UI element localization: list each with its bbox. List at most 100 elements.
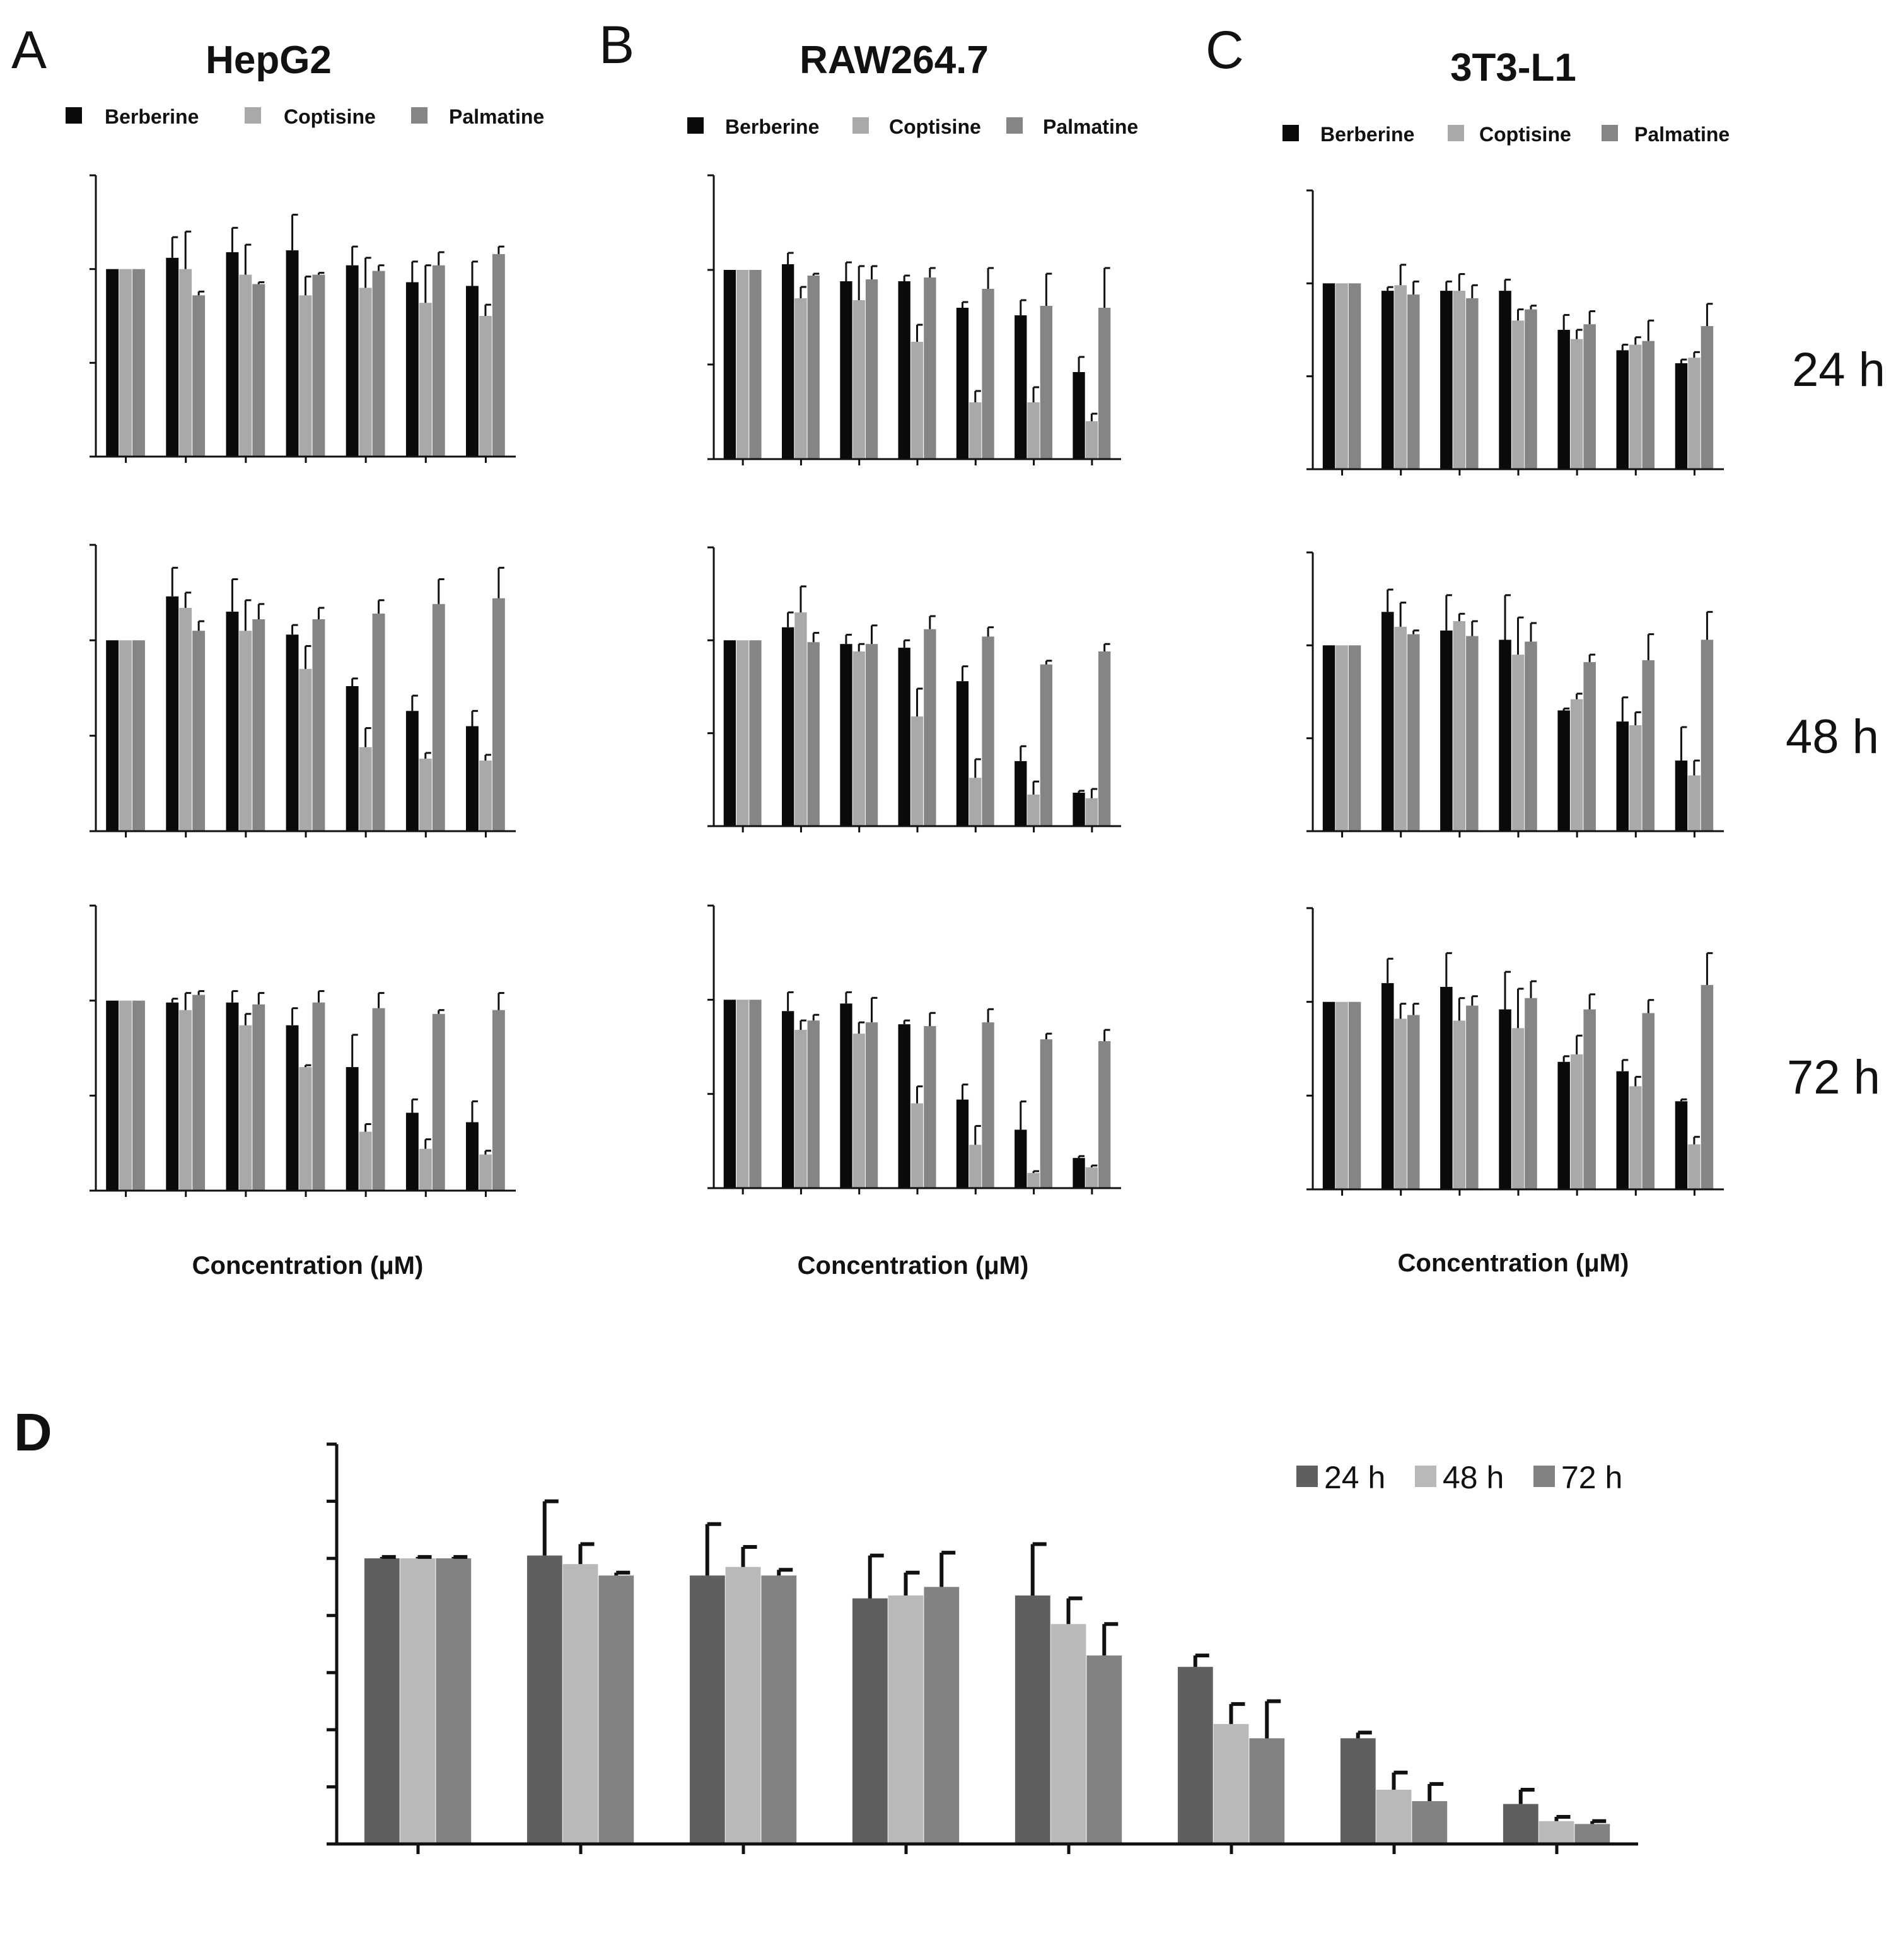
chart-b-48-h	[707, 546, 1121, 832]
bar-palmatine-10	[312, 274, 325, 457]
bar-berberine-25	[1557, 710, 1570, 831]
bar-berberine-100	[1675, 761, 1688, 831]
bar-berberine-25	[956, 1099, 969, 1188]
bar-coptisine-50	[1629, 725, 1642, 831]
bar-palmatine-25	[982, 1022, 994, 1188]
bar-coptisine-10	[1511, 655, 1525, 831]
bar-palmatine-25	[1583, 324, 1596, 469]
bar-coptisine-100	[1688, 1144, 1701, 1189]
legend-swatch-24h	[1296, 1466, 1318, 1487]
bar-coptisine-100	[1688, 358, 1701, 469]
legend-label-palmatine: Palmatine	[449, 105, 544, 128]
bar-palmatine-2-5	[807, 276, 820, 459]
chart-d-rce	[327, 1442, 1638, 1854]
bar-palmatine-100	[1701, 639, 1714, 831]
bar-48-h-300	[1538, 1821, 1574, 1844]
bar-palmatine-100	[492, 598, 505, 831]
bar-coptisine-0	[119, 1000, 132, 1191]
bar-palmatine-100	[1098, 651, 1111, 826]
bar-palmatine-50	[1642, 341, 1655, 469]
bar-72-h-30	[1086, 1655, 1122, 1844]
bar-coptisine-100	[1085, 798, 1098, 826]
bar-berberine-50	[1015, 761, 1027, 826]
bar-coptisine-0	[1335, 1001, 1348, 1189]
bar-palmatine-25	[372, 1008, 385, 1191]
bar-berberine-0	[1322, 283, 1335, 469]
bar-palmatine-5	[252, 1004, 265, 1191]
bar-coptisine-50	[1027, 402, 1040, 459]
bar-palmatine-50	[1040, 306, 1052, 459]
bar-berberine-50	[1015, 1129, 1027, 1188]
bar-coptisine-5	[239, 631, 252, 831]
bar-coptisine-2-5	[1394, 285, 1407, 469]
bar-coptisine-10	[299, 1067, 312, 1191]
bar-berberine-2-5	[166, 596, 179, 831]
bar-berberine-10	[898, 1024, 910, 1188]
bar-berberine-2-5	[782, 1011, 794, 1188]
bar-72-h-300	[1574, 1824, 1610, 1844]
bar-palmatine-50	[1040, 664, 1052, 826]
legend-label-palmatine: Palmatine	[1634, 123, 1730, 146]
legend-swatch-berberine	[1282, 125, 1299, 141]
bar-coptisine-5	[239, 274, 252, 457]
bar-48-h-150	[1376, 1790, 1412, 1844]
legend-swatch-coptisine	[1448, 125, 1464, 141]
bar-coptisine-25	[1570, 699, 1583, 831]
bar-palmatine-2-5	[192, 995, 206, 1191]
bar-coptisine-25	[969, 778, 982, 826]
bar-coptisine-2-5	[179, 607, 192, 831]
chart-a-72-h	[90, 904, 516, 1197]
bar-palmatine-0	[132, 269, 145, 457]
bar-coptisine-100	[479, 316, 492, 457]
bar-coptisine-25	[359, 1131, 372, 1191]
bar-berberine-10	[286, 1025, 299, 1191]
bar-coptisine-50	[1629, 344, 1642, 469]
bar-berberine-10	[1499, 291, 1511, 469]
bar-palmatine-2-5	[807, 1020, 820, 1188]
bar-coptisine-5	[1453, 621, 1466, 831]
bar-24-h-75	[1177, 1667, 1213, 1844]
bar-palmatine-10	[1525, 641, 1537, 831]
bar-palmatine-100	[1701, 984, 1714, 1189]
chart-c-48-h	[1306, 551, 1724, 837]
bar-berberine-25	[956, 308, 969, 459]
bar-48-h-15	[888, 1595, 924, 1844]
bar-coptisine-10	[910, 342, 924, 459]
time-label-24h: 24 h	[1792, 343, 1885, 397]
bar-palmatine-100	[492, 1010, 505, 1191]
bar-berberine-100	[466, 1122, 479, 1191]
bar-berberine-50	[405, 1112, 419, 1191]
bar-palmatine-50	[1642, 660, 1655, 831]
bar-berberine-100	[466, 726, 479, 831]
bar-coptisine-2-5	[179, 1010, 192, 1191]
bar-palmatine-100	[1098, 1041, 1111, 1188]
bar-berberine-0	[723, 270, 736, 459]
bar-berberine-0	[106, 640, 119, 831]
bar-berberine-100	[1675, 363, 1688, 469]
chart-a-24-h	[90, 174, 516, 463]
bar-palmatine-2-5	[807, 642, 820, 826]
chart-c-24-h	[1306, 189, 1724, 475]
bar-berberine-25	[956, 681, 969, 826]
bar-berberine-50	[1616, 350, 1629, 469]
bar-palmatine-2-5	[1407, 295, 1420, 469]
bar-berberine-50	[1015, 315, 1027, 459]
bar-berberine-10	[286, 634, 299, 831]
bar-palmatine-2-5	[192, 295, 206, 457]
bar-palmatine-0	[1348, 645, 1361, 831]
bar-palmatine-10	[924, 629, 936, 826]
legend-swatch-coptisine	[852, 117, 869, 134]
legend-label-berberine: Berberine	[725, 115, 819, 138]
bar-berberine-25	[1557, 1061, 1570, 1189]
bar-palmatine-50	[1040, 1039, 1052, 1188]
bar-48-h-30	[1050, 1624, 1086, 1844]
bar-72-h-15	[924, 1587, 960, 1844]
bar-coptisine-10	[910, 1103, 924, 1188]
bar-palmatine-0	[132, 640, 145, 831]
bar-berberine-0	[1322, 1001, 1335, 1189]
bar-coptisine-0	[736, 1000, 749, 1188]
panel-letter-c: C	[1206, 20, 1244, 79]
bar-palmatine-2-5	[192, 631, 206, 831]
panel-title-3t3l1: 3T3-L1	[1450, 46, 1576, 90]
bar-48-h-75	[1213, 1724, 1249, 1844]
